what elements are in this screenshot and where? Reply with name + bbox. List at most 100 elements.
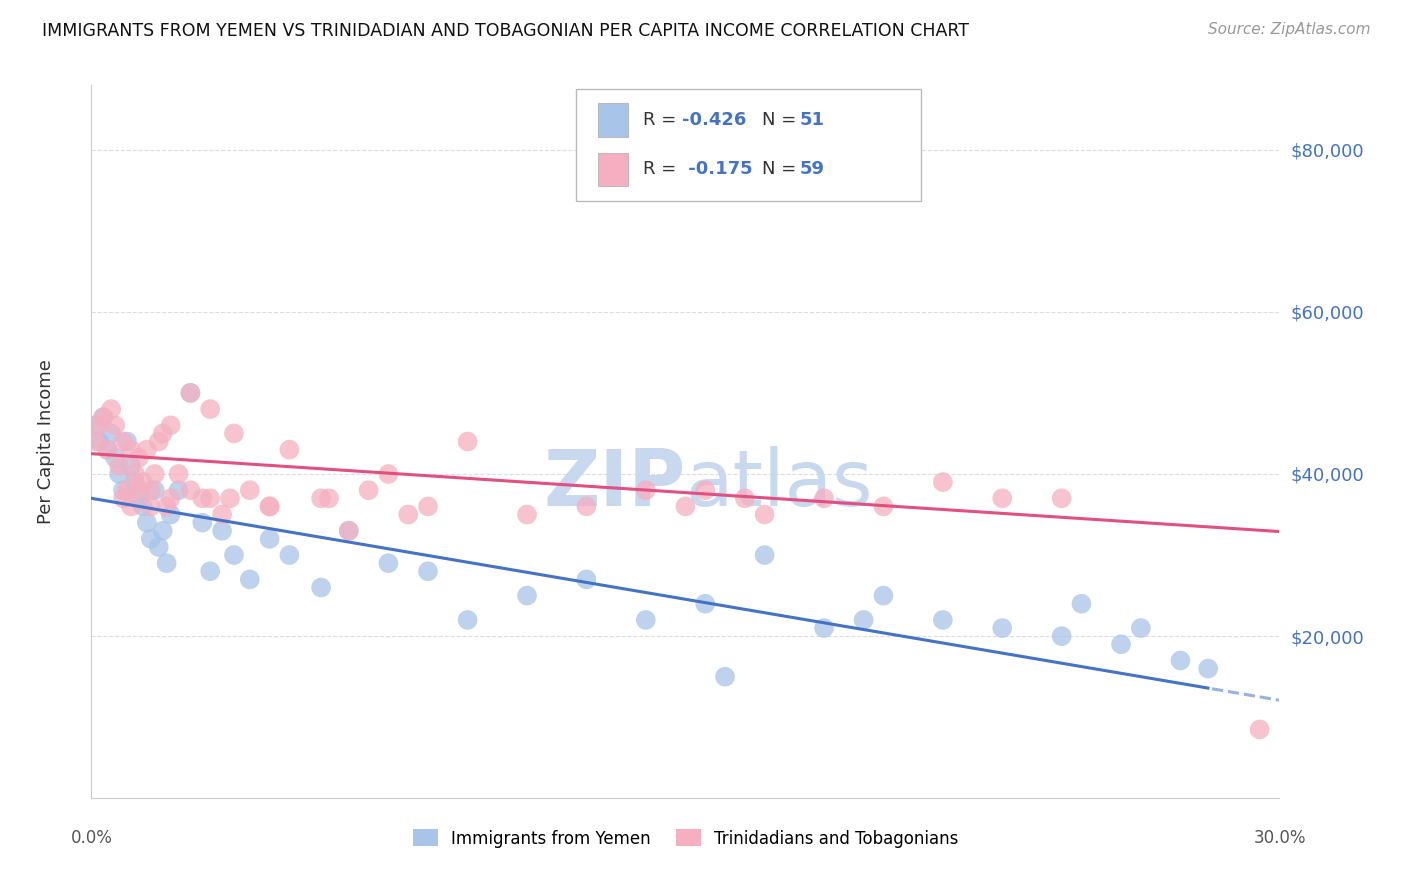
Text: Source: ZipAtlas.com: Source: ZipAtlas.com [1208, 22, 1371, 37]
Point [932, 475, 955, 489]
Point [132, 475, 155, 489]
Point [128, 483, 150, 498]
Point [695, 597, 717, 611]
Point [457, 434, 479, 449]
Point [357, 483, 380, 498]
Point [135, 442, 157, 457]
Point [1050, 629, 1073, 643]
Point [112, 434, 135, 449]
Point [673, 500, 696, 514]
Point [89, 434, 111, 449]
Point [91, 410, 114, 425]
Point [135, 516, 157, 530]
Point [695, 483, 717, 498]
Text: 0.0%: 0.0% [70, 829, 112, 847]
Point [108, 458, 131, 473]
Point [115, 434, 138, 449]
Point [337, 524, 360, 538]
Point [100, 426, 122, 441]
Point [754, 508, 776, 522]
Point [191, 516, 214, 530]
Point [222, 426, 245, 441]
Point [120, 500, 142, 514]
Legend: Immigrants from Yemen, Trinidadians and Tobagonians: Immigrants from Yemen, Trinidadians and … [406, 822, 965, 855]
Point [96, 442, 118, 457]
Point [104, 418, 127, 433]
Point [1050, 491, 1073, 506]
Point [219, 491, 242, 506]
Point [396, 508, 419, 522]
Point [200, 402, 222, 417]
Point [337, 524, 360, 538]
Point [159, 418, 181, 433]
Point [159, 508, 181, 522]
Point [239, 483, 262, 498]
Point [278, 548, 301, 562]
Point [754, 548, 776, 562]
Point [416, 564, 439, 578]
Point [112, 483, 135, 498]
Point [139, 483, 162, 498]
Point [132, 500, 155, 514]
Point [457, 613, 479, 627]
Point [813, 491, 835, 506]
Point [278, 442, 301, 457]
Text: -0.426: -0.426 [682, 112, 747, 129]
Text: Per Capita Income: Per Capita Income [37, 359, 55, 524]
Text: -0.175: -0.175 [682, 161, 752, 178]
Point [239, 573, 262, 587]
Text: ZIP: ZIP [543, 446, 685, 523]
Point [852, 613, 875, 627]
Point [156, 500, 179, 514]
Point [259, 500, 281, 514]
Point [200, 564, 222, 578]
Point [167, 483, 190, 498]
Point [124, 475, 146, 489]
Point [115, 483, 138, 498]
Point [932, 613, 955, 627]
Point [167, 467, 190, 481]
Point [516, 589, 538, 603]
Point [377, 556, 399, 570]
Point [84, 418, 107, 433]
Point [128, 491, 150, 506]
Point [143, 467, 166, 481]
Point [1197, 662, 1219, 676]
Point [991, 621, 1014, 635]
Text: N =: N = [762, 112, 801, 129]
Point [872, 500, 894, 514]
Point [1129, 621, 1152, 635]
Text: N =: N = [762, 161, 801, 178]
Text: atlas: atlas [685, 446, 873, 523]
Point [191, 491, 214, 506]
Point [309, 491, 332, 506]
Point [813, 621, 835, 635]
Point [991, 491, 1014, 506]
Point [259, 500, 281, 514]
Point [100, 402, 122, 417]
Point [124, 467, 146, 481]
Point [112, 491, 135, 506]
Point [104, 450, 127, 465]
Text: 51: 51 [800, 112, 825, 129]
Point [139, 500, 162, 514]
Point [1170, 653, 1192, 667]
Point [309, 581, 332, 595]
Point [634, 483, 657, 498]
Point [872, 589, 894, 603]
Point [377, 467, 399, 481]
Point [222, 548, 245, 562]
Point [634, 613, 657, 627]
Point [108, 467, 131, 481]
Point [1109, 637, 1132, 651]
Text: 59: 59 [800, 161, 825, 178]
Point [148, 434, 170, 449]
Point [416, 500, 439, 514]
Point [120, 442, 142, 457]
Point [156, 556, 179, 570]
Point [143, 483, 166, 498]
Point [179, 483, 201, 498]
Point [200, 491, 222, 506]
Point [211, 524, 233, 538]
Point [91, 410, 114, 425]
